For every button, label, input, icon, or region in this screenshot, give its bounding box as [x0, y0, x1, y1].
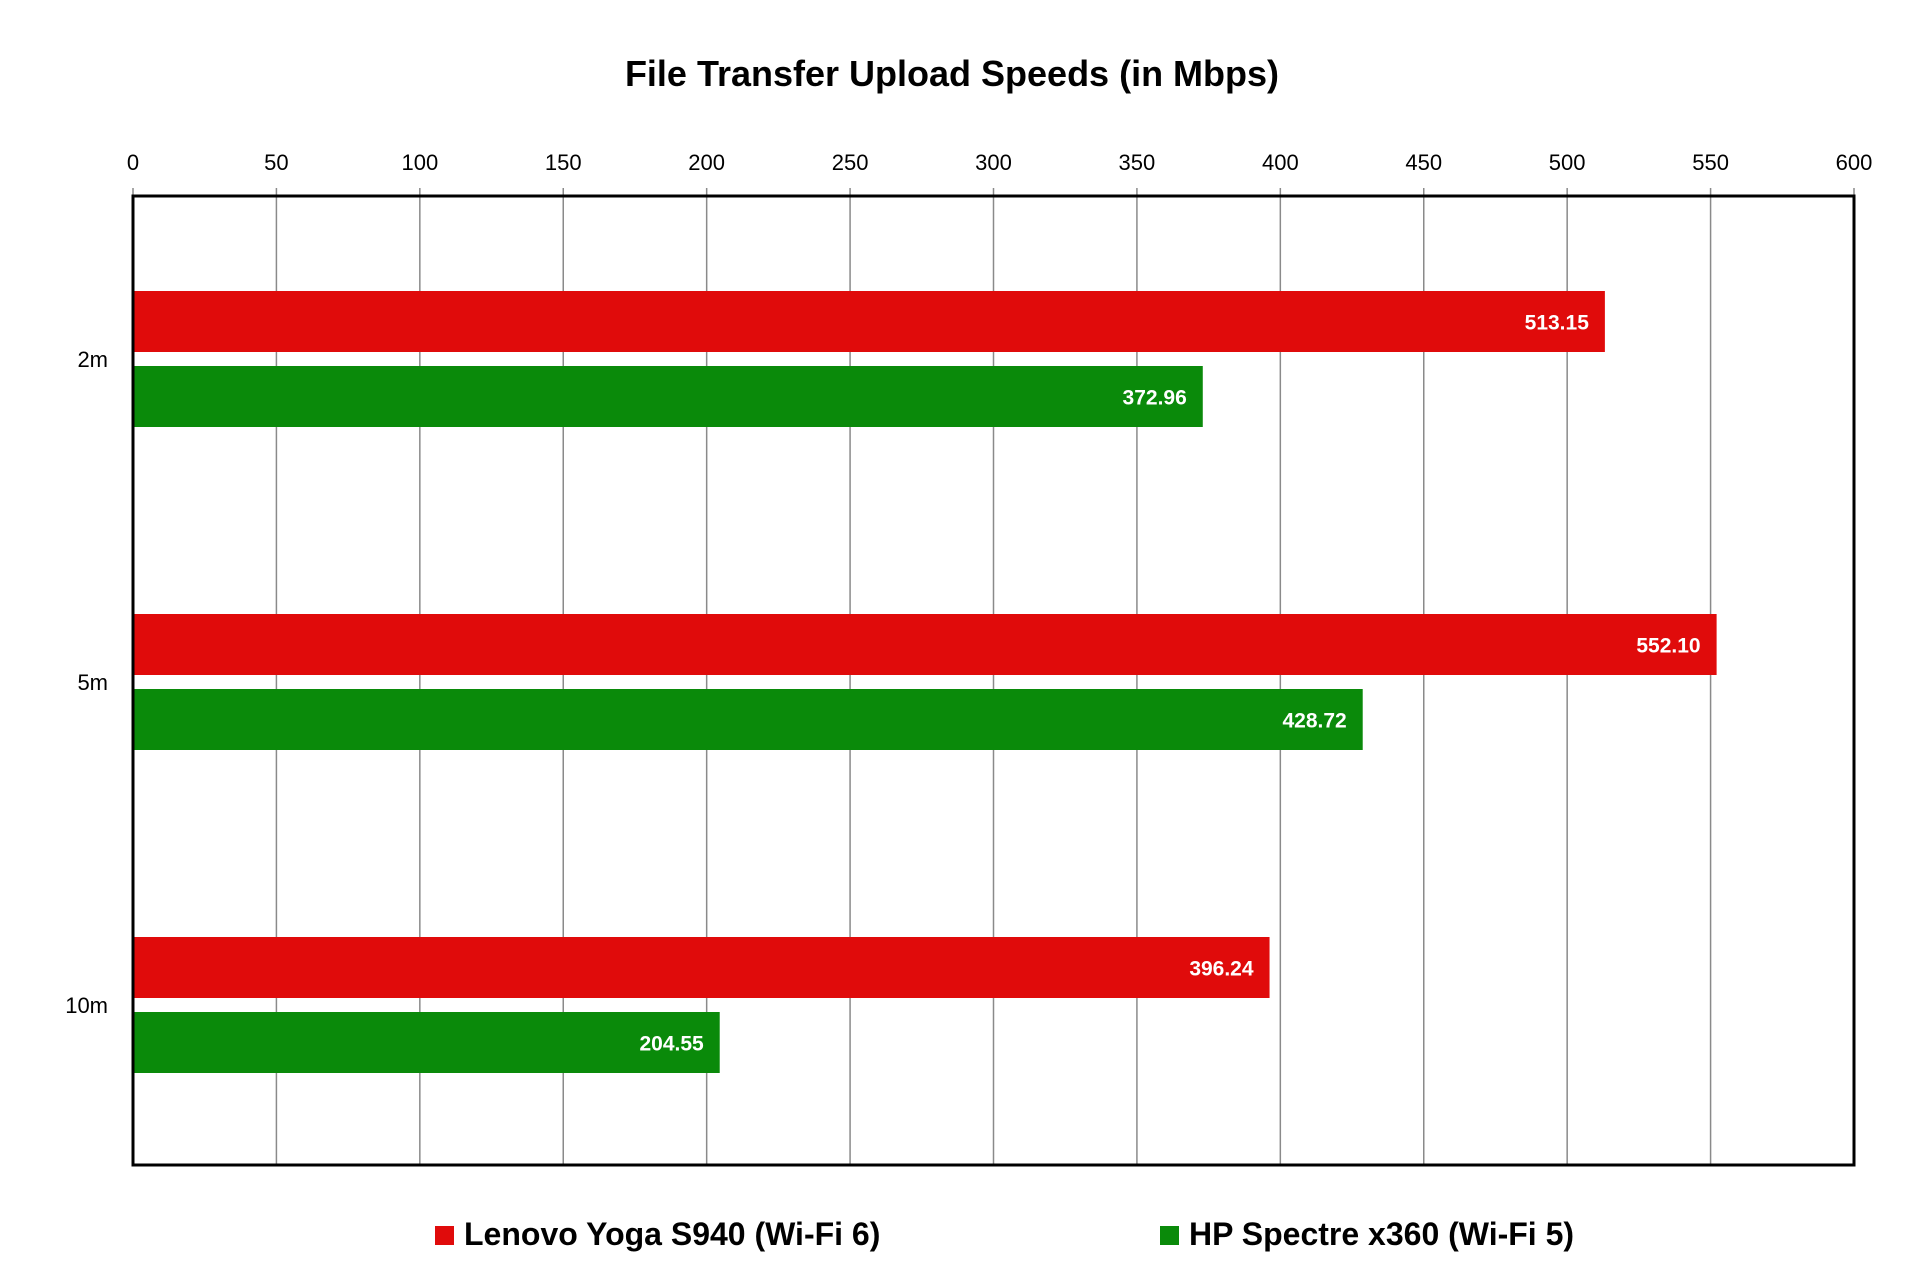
legend: Lenovo Yoga S940 (Wi-Fi 6) HP Spectre x36… — [435, 1216, 1574, 1252]
data-label: 396.24 — [1189, 958, 1254, 981]
x-tick-label: 450 — [1405, 150, 1442, 175]
category-labels: 2m 5m 10m — [65, 347, 108, 1018]
data-label: 204.55 — [639, 1033, 704, 1056]
bar — [133, 1012, 720, 1073]
chart-title: File Transfer Upload Speeds (in Mbps) — [625, 53, 1279, 94]
bar — [133, 937, 1270, 998]
category-label: 2m — [77, 347, 108, 372]
data-label: 428.72 — [1282, 710, 1346, 733]
x-tick-label: 550 — [1692, 150, 1729, 175]
x-tick-label: 200 — [688, 150, 725, 175]
x-tick-label: 150 — [545, 150, 582, 175]
x-tick-label: 350 — [1119, 150, 1156, 175]
x-tick-label: 400 — [1262, 150, 1299, 175]
x-tick-label: 600 — [1836, 150, 1873, 175]
plot-frame — [131, 194, 1856, 1167]
data-label: 552.10 — [1636, 635, 1700, 658]
bar — [133, 614, 1717, 675]
data-label: 372.96 — [1123, 387, 1187, 410]
x-tick-label: 100 — [401, 150, 438, 175]
x-tick-label: 500 — [1549, 150, 1586, 175]
bar — [133, 366, 1203, 427]
x-tick-label: 50 — [264, 150, 288, 175]
x-tick-label: 300 — [975, 150, 1012, 175]
legend-swatch — [1160, 1226, 1179, 1245]
category-label: 5m — [77, 670, 108, 695]
data-label: 513.15 — [1525, 312, 1590, 335]
legend-label: HP Spectre x360 (Wi-Fi 5) — [1189, 1216, 1574, 1252]
x-tick-label: 0 — [127, 150, 139, 175]
x-tick-label: 250 — [832, 150, 869, 175]
bars: 513.15 372.96 552.10 428.72 396.24 204.55 — [133, 291, 1717, 1073]
category-label: 10m — [65, 993, 108, 1018]
legend-label: Lenovo Yoga S940 (Wi-Fi 6) — [464, 1216, 880, 1252]
legend-swatch — [435, 1226, 454, 1245]
bar — [133, 689, 1363, 750]
bar — [133, 291, 1605, 352]
x-tick-labels: 0 50 100 150 200 250 300 350 400 450 500 550 600 — [127, 150, 1872, 175]
